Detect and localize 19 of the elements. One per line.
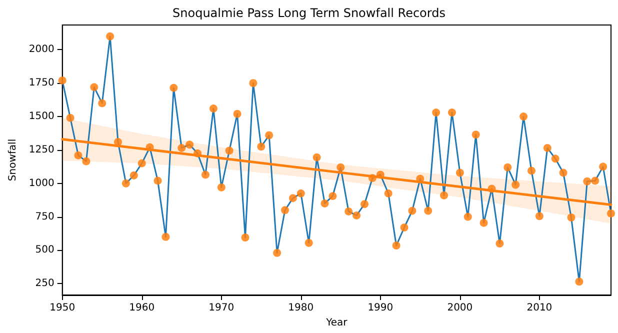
y-tick-label: 1250 — [28, 144, 54, 156]
x-tick-label: 1980 — [288, 302, 314, 314]
x-tick-label: 2010 — [526, 302, 552, 314]
y-axis-title: Snowfall — [8, 138, 18, 182]
x-tick-label: 1960 — [129, 302, 155, 314]
x-tick-label: 1990 — [368, 302, 394, 314]
y-tick-label: 750 — [35, 211, 54, 222]
y-tick-label: 1500 — [28, 111, 54, 122]
line-series — [61, 138, 612, 206]
x-tick-label: 2000 — [447, 302, 473, 314]
y-tick-label: 1000 — [28, 178, 54, 189]
x-axis-title: Year — [325, 317, 348, 328]
y-tick-label: 2000 — [28, 44, 54, 56]
x-tick-label: 1970 — [208, 302, 234, 314]
x-tick-label: 1950 — [50, 302, 76, 314]
y-tick-label: 250 — [35, 278, 54, 290]
y-tick-label: 500 — [35, 244, 54, 256]
y-tick-label: 1750 — [28, 78, 54, 89]
chart-title: Snoqualmie Pass Long Term Snowfall Records — [172, 6, 446, 20]
